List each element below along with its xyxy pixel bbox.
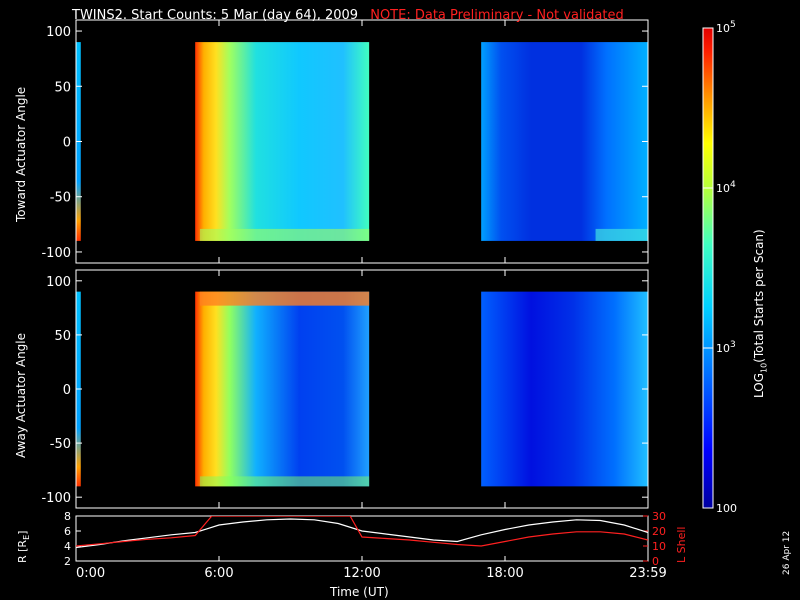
ytick-label: 50 bbox=[54, 329, 71, 344]
bottom-right-ylabel: L Shell bbox=[675, 526, 688, 563]
ytick-label: -50 bbox=[50, 191, 71, 206]
r-series-line bbox=[76, 518, 648, 549]
bottom-ytick-right-label: 20 bbox=[652, 525, 666, 538]
bottom-left-ylabel: R [RE] bbox=[16, 530, 32, 563]
middle-panel-ylabel: Away Actuator Angle bbox=[14, 332, 28, 458]
heatmap-block-top-2 bbox=[195, 42, 370, 241]
bottom-ytick-left-label: 2 bbox=[64, 555, 71, 568]
bottom-ytick-right-label: 10 bbox=[652, 540, 666, 553]
ytick-label: 50 bbox=[54, 80, 71, 95]
ytick-label: -100 bbox=[41, 491, 71, 506]
xtick-label: 23:59 bbox=[629, 566, 666, 581]
title-text: TWINS2. Start Counts: 5 Mar (day 64), 20… bbox=[72, 8, 359, 23]
top-low-angle-band bbox=[199, 228, 370, 241]
heatmap-block-middle-3 bbox=[481, 291, 648, 487]
xtick-label: 18:00 bbox=[486, 566, 523, 581]
middle-high-angle-band bbox=[199, 291, 370, 306]
colorbar bbox=[702, 27, 714, 509]
date-stamp: 26 Apr 12 bbox=[782, 530, 792, 575]
x-axis-label: Time (UT) bbox=[330, 585, 389, 599]
heatmap-block-middle-2 bbox=[195, 291, 370, 487]
ytick-label: -100 bbox=[41, 246, 71, 261]
bottom-ytick-left-label: 6 bbox=[64, 525, 71, 538]
colorbar-tick-label: 103 bbox=[716, 340, 736, 355]
colorbar-tick-label: 104 bbox=[716, 180, 736, 195]
lshell-series-line bbox=[76, 516, 648, 547]
bottom-ytick-right-label: 30 bbox=[652, 510, 666, 523]
heatmap-block-top-3 bbox=[481, 42, 648, 241]
xtick-label: 12:00 bbox=[343, 566, 380, 581]
colorbar-tick-label: 105 bbox=[716, 20, 736, 35]
xtick-label: 0:00 bbox=[76, 566, 105, 581]
middle-low-angle-band bbox=[199, 476, 370, 487]
ytick-label: -50 bbox=[50, 437, 71, 452]
top-panel-ylabel: Toward Actuator Angle bbox=[14, 86, 28, 222]
ytick-label: 100 bbox=[46, 275, 71, 290]
bottom-ytick-left-label: 4 bbox=[64, 540, 71, 553]
colorbar-label: LOG10(Total Starts per Scan) bbox=[752, 229, 769, 398]
xtick-label: 6:00 bbox=[204, 566, 233, 581]
ytick-label: 100 bbox=[46, 25, 71, 40]
bottom-ytick-right-label: 0 bbox=[652, 555, 659, 568]
bottom-ytick-left-label: 8 bbox=[64, 510, 71, 523]
note-text: NOTE: Data Preliminary - Not validated bbox=[370, 8, 624, 23]
page-title: TWINS2. Start Counts: 5 Mar (day 64), 20… bbox=[72, 8, 624, 23]
ytick-label: 0 bbox=[63, 383, 71, 398]
top-low-angle-band-2 bbox=[595, 228, 648, 241]
colorbar-tick-label: 100 bbox=[716, 502, 737, 515]
ytick-label: 0 bbox=[63, 136, 71, 151]
